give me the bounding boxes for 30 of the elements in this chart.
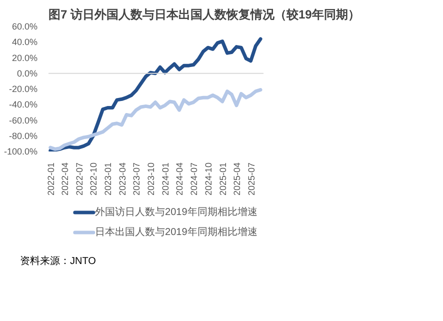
- x-tick-label: 2022-10: [88, 162, 99, 196]
- y-tick-label: -20.0%: [8, 84, 38, 94]
- x-tick-label: 2022-04: [60, 162, 70, 196]
- x-tick-label: 2024-07: [189, 162, 200, 196]
- y-tick-label: 60.0%: [12, 22, 38, 32]
- x-tick-label: 2025-04: [232, 162, 242, 196]
- x-tick-label: 2025-07: [246, 162, 256, 196]
- x-tick-label: 2023-01: [103, 162, 114, 196]
- text: 资料来源：JNTO: [20, 255, 96, 269]
- y-tick-label: 20.0%: [12, 52, 38, 63]
- y-tick-label: 0.0%: [16, 68, 38, 78]
- x-tick-label: 2022-01: [46, 162, 56, 196]
- x-tick-label: 2023-07: [132, 162, 142, 196]
- line-series: [48, 88, 262, 151]
- legend-label: 外国访日人数与2019年同期相比增速: [95, 206, 258, 218]
- legend-label: 日本出国人数与2019年同期相比增速: [95, 226, 258, 238]
- x-tick-label: 2024-04: [174, 162, 185, 196]
- chart-title: 图7 访日外国人数与日本出国人数恢复情况（较19年同期）: [48, 8, 360, 22]
- y-tick-label: -80.0%: [8, 130, 38, 141]
- x-tick-label: 2024-01: [160, 162, 170, 196]
- y-tick-label: -60.0%: [8, 115, 38, 126]
- x-tick-label: 2022-07: [74, 162, 84, 196]
- y-tick-label: -40.0%: [8, 100, 38, 110]
- line-series: [48, 37, 262, 152]
- x-tick-label: 2024-10: [203, 162, 214, 196]
- x-tick-label: 2025-01: [218, 162, 228, 196]
- y-tick-label: -100.0%: [4, 146, 38, 156]
- y-tick-label: 40.0%: [12, 37, 38, 48]
- x-tick-label: 2023-10: [146, 162, 156, 196]
- x-tick-label: 2023-04: [117, 162, 128, 196]
